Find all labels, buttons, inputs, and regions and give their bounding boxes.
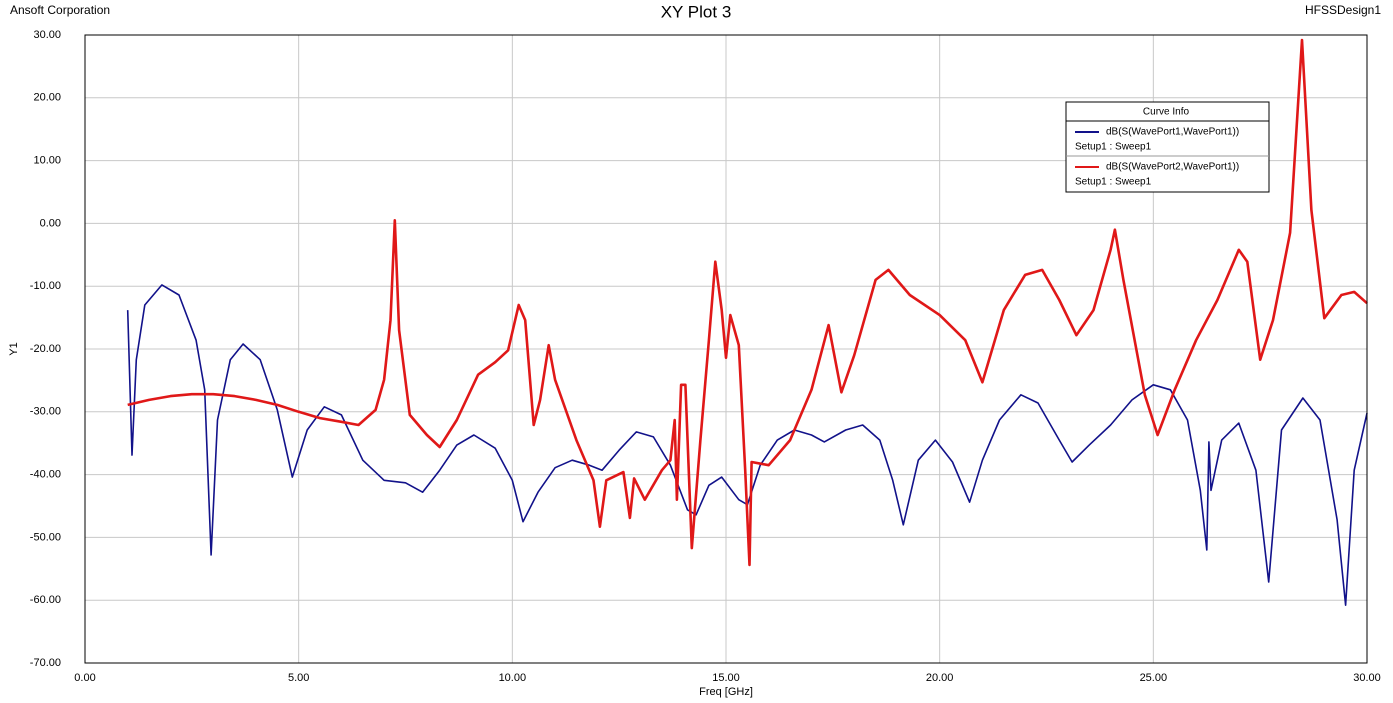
x-axis-label: Freq [GHz] <box>699 686 753 698</box>
x-tick-label: 10.00 <box>499 672 527 684</box>
company: Ansoft Corporation <box>10 3 110 17</box>
y-tick-label: -60.00 <box>30 594 61 606</box>
x-tick-label: 30.00 <box>1353 672 1381 684</box>
y-axis-label: Y1 <box>8 342 20 355</box>
plot-frame <box>84 34 1368 664</box>
y-tick-label: 0.00 <box>40 217 61 229</box>
x-tick-label: 5.00 <box>288 672 309 684</box>
legend-setup: Setup1 : Sweep1 <box>1075 177 1152 188</box>
design-name: HFSSDesign1 <box>1305 3 1381 17</box>
x-tick-label: 0.00 <box>74 672 95 684</box>
y-tick-label: -10.00 <box>30 280 61 292</box>
x-tick-label: 20.00 <box>926 672 954 684</box>
x-tick-label: 15.00 <box>712 672 740 684</box>
legend-setup: Setup1 : Sweep1 <box>1075 142 1152 153</box>
chart-title: XY Plot 3 <box>661 2 732 21</box>
y-tick-label: 10.00 <box>33 155 61 167</box>
y-tick-label: -20.00 <box>30 343 61 355</box>
legend: Curve Info dB(S(WavePort1,WavePort1)) Set… <box>1065 101 1270 193</box>
y-tick-label: -40.00 <box>30 469 61 481</box>
y-tick-label: -70.00 <box>30 657 61 669</box>
x-tick-label: 25.00 <box>1140 672 1168 684</box>
series-line <box>126 284 1368 606</box>
legend-label: dB(S(WavePort2,WavePort1)) <box>1106 162 1239 173</box>
lines <box>126 38 1368 606</box>
series-line <box>127 38 1368 567</box>
y-tick-label: 30.00 <box>33 29 61 41</box>
legend-label: dB(S(WavePort1,WavePort1)) <box>1106 127 1239 138</box>
legend-title: Curve Info <box>1143 107 1190 118</box>
y-tick-label: -50.00 <box>30 531 61 543</box>
y-tick-label: -30.00 <box>30 406 61 418</box>
legend-box <box>1065 101 1270 193</box>
y-tick-label: 20.00 <box>33 92 61 104</box>
